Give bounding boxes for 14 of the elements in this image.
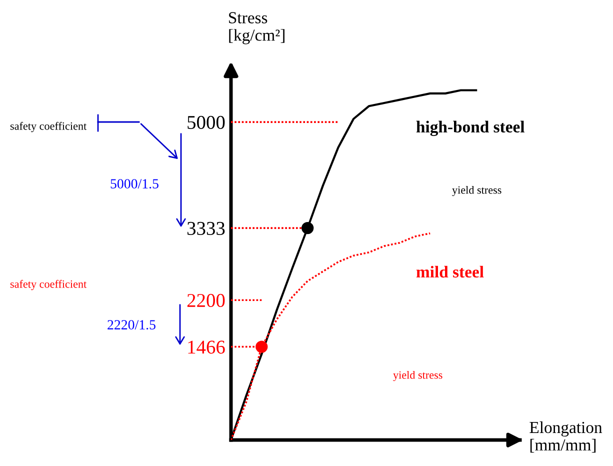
series-label: mild steel xyxy=(416,266,484,278)
y-tick-label: 1466 xyxy=(188,340,225,354)
series-label: high-bond steel xyxy=(416,120,524,136)
text: safety coefficient xyxy=(10,280,87,290)
y-axis-title: Stress [kg/cm²] xyxy=(229,12,284,44)
annotation: yield stress xyxy=(452,186,502,196)
y-tick-label: 5000 xyxy=(188,116,225,129)
y-tick-label: 3333 xyxy=(187,222,225,235)
y-tick-label: 2200 xyxy=(187,294,225,308)
text: 5000/1.5 xyxy=(110,179,158,189)
x-axis-title: Elongation [mm/mm] xyxy=(530,421,602,453)
text: 2220/1.5 xyxy=(108,320,156,330)
annotation: yield stress xyxy=(393,370,442,382)
text: safety coefficient xyxy=(10,122,87,132)
